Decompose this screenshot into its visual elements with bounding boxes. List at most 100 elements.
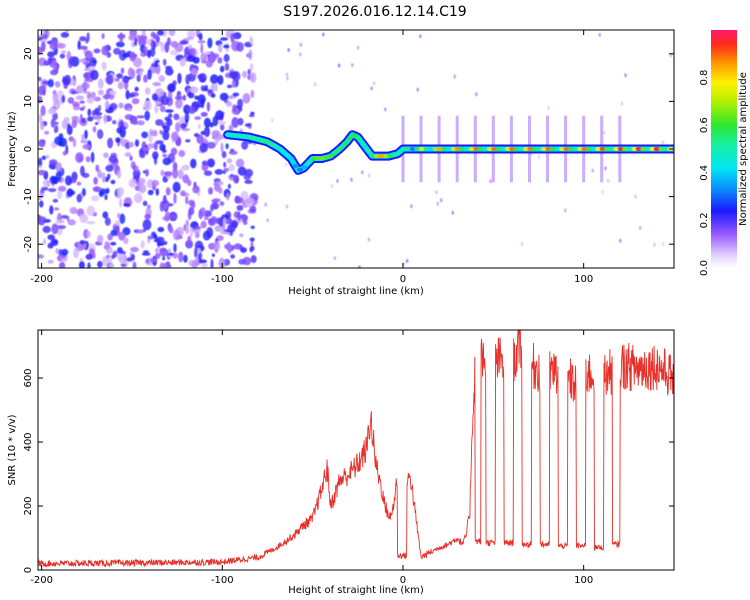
- noise-blob: [123, 237, 129, 245]
- noise-blob: [204, 51, 212, 55]
- noise-blob: [97, 104, 102, 112]
- snr-series: [38, 330, 674, 568]
- noise-blob: [97, 260, 103, 268]
- track-point: [626, 147, 633, 151]
- noise-blob: [211, 253, 215, 257]
- snr-ylabel: SNR (10 * v/v): [7, 414, 18, 485]
- noise-blob: [266, 218, 269, 223]
- noise-blob: [88, 66, 96, 71]
- noise-blob: [187, 54, 196, 62]
- track-point: [432, 147, 439, 151]
- track-point: [459, 147, 466, 151]
- track-point: [563, 147, 570, 151]
- noise-blob: [103, 152, 109, 159]
- noise-blob: [370, 86, 373, 91]
- track-point: [491, 147, 498, 151]
- noise-blob: [118, 102, 124, 109]
- noise-blob: [91, 110, 96, 117]
- noise-blob: [227, 244, 233, 254]
- noise-blob: [207, 37, 213, 49]
- x-tick-label: -100: [211, 274, 234, 285]
- track-point: [369, 154, 376, 159]
- noise-blob: [520, 242, 524, 246]
- x-tick-label: 0: [400, 575, 406, 586]
- noise-blob: [237, 117, 244, 126]
- noise-blob: [242, 93, 251, 104]
- noise-blob: [87, 108, 92, 117]
- noise-blob: [195, 226, 202, 230]
- colorbar-tick-label: 0.6: [699, 117, 710, 133]
- noise-blob: [221, 151, 227, 159]
- colorbar-tick-label: 0.2: [699, 212, 710, 228]
- noise-blob: [197, 40, 206, 44]
- noise-blob: [141, 131, 149, 139]
- noise-blob: [168, 213, 177, 220]
- noise-blob: [182, 174, 190, 184]
- track-point: [337, 146, 344, 151]
- noise-blob: [367, 173, 371, 178]
- noise-blob: [120, 250, 126, 255]
- colorbar-tick-label: 0.8: [699, 70, 710, 86]
- track-point: [590, 147, 597, 151]
- track-point: [306, 160, 312, 165]
- noise-blob: [187, 36, 194, 40]
- noise-blob: [57, 225, 66, 230]
- noise-blob: [87, 262, 91, 268]
- noise-blob: [233, 243, 243, 250]
- noise-blob: [79, 100, 85, 104]
- spectrogram-track: [223, 115, 674, 183]
- noise-blob: [624, 73, 627, 78]
- noise-blob: [92, 126, 97, 133]
- noise-blob: [547, 105, 550, 110]
- noise-blob: [103, 113, 107, 124]
- noise-blob: [168, 113, 173, 118]
- noise-blob: [72, 101, 80, 107]
- noise-blob: [104, 194, 108, 201]
- noise-blob: [229, 229, 233, 237]
- noise-blob: [200, 43, 204, 54]
- track-point: [482, 147, 489, 151]
- noise-blob: [97, 129, 104, 140]
- noise-blob: [154, 101, 162, 105]
- noise-blob: [236, 42, 244, 52]
- noise-blob: [207, 89, 213, 94]
- noise-blob: [102, 94, 110, 100]
- noise-blob: [97, 169, 102, 179]
- noise-blob: [75, 152, 84, 163]
- noise-blob: [591, 168, 594, 173]
- noise-blob: [159, 262, 165, 268]
- noise-blob: [136, 229, 145, 234]
- noise-blob: [217, 121, 227, 125]
- track-point: [418, 147, 425, 151]
- noise-blob: [94, 96, 101, 102]
- noise-blob: [189, 226, 194, 238]
- track-point: [333, 149, 340, 154]
- noise-blob: [185, 139, 191, 143]
- noise-blob: [145, 169, 149, 177]
- noise-blob: [194, 116, 202, 120]
- noise-blob: [65, 30, 70, 33]
- noise-blob: [149, 258, 158, 263]
- noise-blob: [143, 74, 148, 83]
- noise-blob: [49, 175, 57, 184]
- noise-blob: [40, 105, 46, 117]
- noise-blob: [206, 101, 211, 112]
- noise-blob: [155, 253, 161, 259]
- noise-blob: [140, 240, 145, 249]
- noise-blob: [226, 84, 233, 89]
- noise-blob: [173, 243, 177, 253]
- noise-blob: [136, 120, 145, 126]
- noise-blob: [286, 76, 289, 81]
- noise-blob: [80, 139, 88, 144]
- track-point: [414, 147, 421, 151]
- noise-blob: [223, 167, 229, 172]
- noise-blob: [202, 230, 211, 241]
- noise-blob: [157, 30, 164, 36]
- noise-blob: [41, 41, 46, 52]
- track-point: [269, 142, 276, 147]
- y-tick-label: 20: [23, 47, 34, 60]
- noise-blob: [192, 228, 201, 234]
- noise-blob: [217, 75, 224, 85]
- noise-blob: [69, 190, 76, 195]
- noise-blob: [603, 130, 606, 135]
